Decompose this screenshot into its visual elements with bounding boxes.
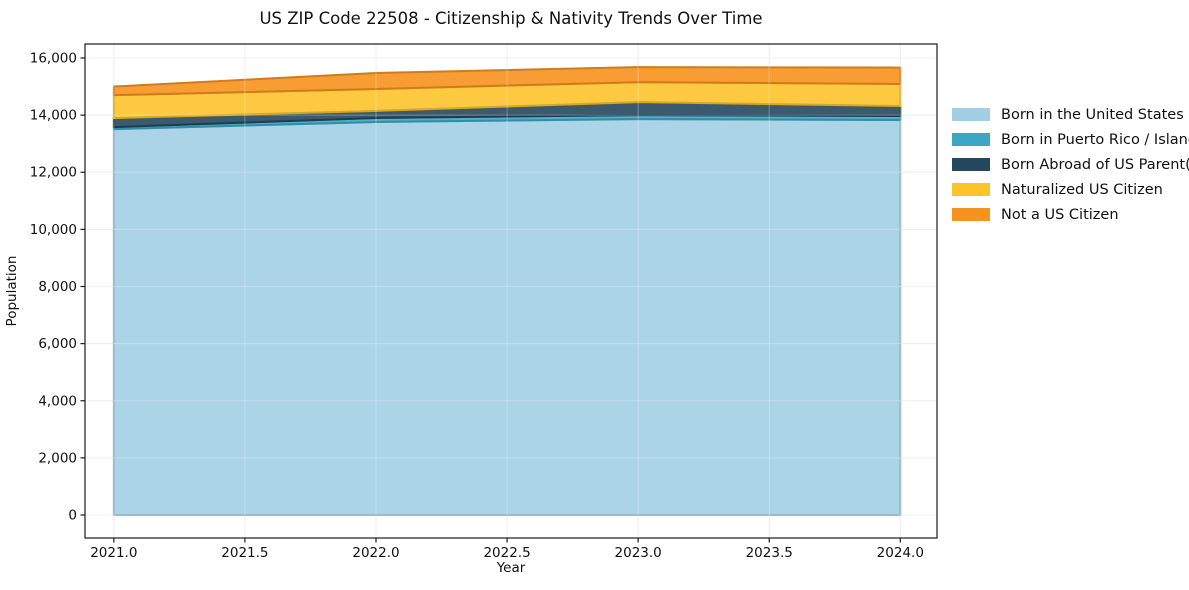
- legend-swatch-icon: [952, 108, 990, 121]
- x-tick-label: 2022.0: [352, 545, 399, 561]
- y-tick-label: 6,000: [38, 336, 77, 352]
- area-series-4: [112, 66, 902, 97]
- tick-marks: [80, 57, 901, 543]
- axes-frame: [84, 43, 938, 539]
- legend-item-2: Born Abroad of US Parent(s): [952, 152, 1189, 177]
- y-tick-label: 2,000: [38, 450, 77, 466]
- x-tick-label: 2023.0: [615, 545, 662, 561]
- plot-border: [84, 43, 938, 539]
- legend-label: Naturalized US Citizen: [1001, 181, 1163, 198]
- y-tick-label: 14,000: [30, 108, 77, 124]
- stacked-areas: [112, 66, 902, 517]
- legend-item-0: Born in the United States: [952, 102, 1189, 127]
- y-tick-label: 8,000: [38, 279, 77, 295]
- legend-item-1: Born in Puerto Rico / Islands: [952, 127, 1189, 152]
- legend-swatch-icon: [952, 208, 990, 221]
- x-tick-label: 2023.5: [746, 545, 793, 561]
- y-axis-title: Population: [4, 256, 20, 327]
- chart-title: US ZIP Code 22508 - Citizenship & Nativi…: [259, 9, 762, 28]
- legend-swatch-icon: [952, 133, 990, 146]
- y-tick-label: 0: [68, 508, 77, 524]
- x-tick-label: 2021.0: [90, 545, 137, 561]
- x-tick-label: 2024.0: [877, 545, 924, 561]
- x-tick-label: 2022.5: [483, 545, 530, 561]
- legend-item-4: Not a US Citizen: [952, 202, 1189, 227]
- tick-labels: 2021.0 2021.5 2022.0 2022.5 2023.0 2023.5 2024…: [30, 50, 924, 561]
- legend-item-3: Naturalized US Citizen: [952, 177, 1189, 202]
- legend-swatch-icon: [952, 158, 990, 171]
- y-tick-label: 16,000: [30, 50, 77, 66]
- legend-label: Not a US Citizen: [1001, 206, 1119, 223]
- y-tick-label: 4,000: [38, 393, 77, 409]
- legend-label: Born Abroad of US Parent(s): [1001, 156, 1189, 173]
- x-tick-label: 2021.5: [221, 545, 268, 561]
- legend-label: Born in Puerto Rico / Islands: [1001, 131, 1189, 148]
- legend-label: Born in the United States: [1001, 106, 1184, 123]
- legend: Born in the United States Born in Puerto …: [952, 102, 1189, 227]
- y-tick-label: 10,000: [30, 222, 77, 238]
- x-axis-title: Year: [496, 560, 526, 576]
- gridlines-overlay: [85, 44, 937, 538]
- legend-swatch-icon: [952, 183, 990, 196]
- y-tick-label: 12,000: [30, 165, 77, 181]
